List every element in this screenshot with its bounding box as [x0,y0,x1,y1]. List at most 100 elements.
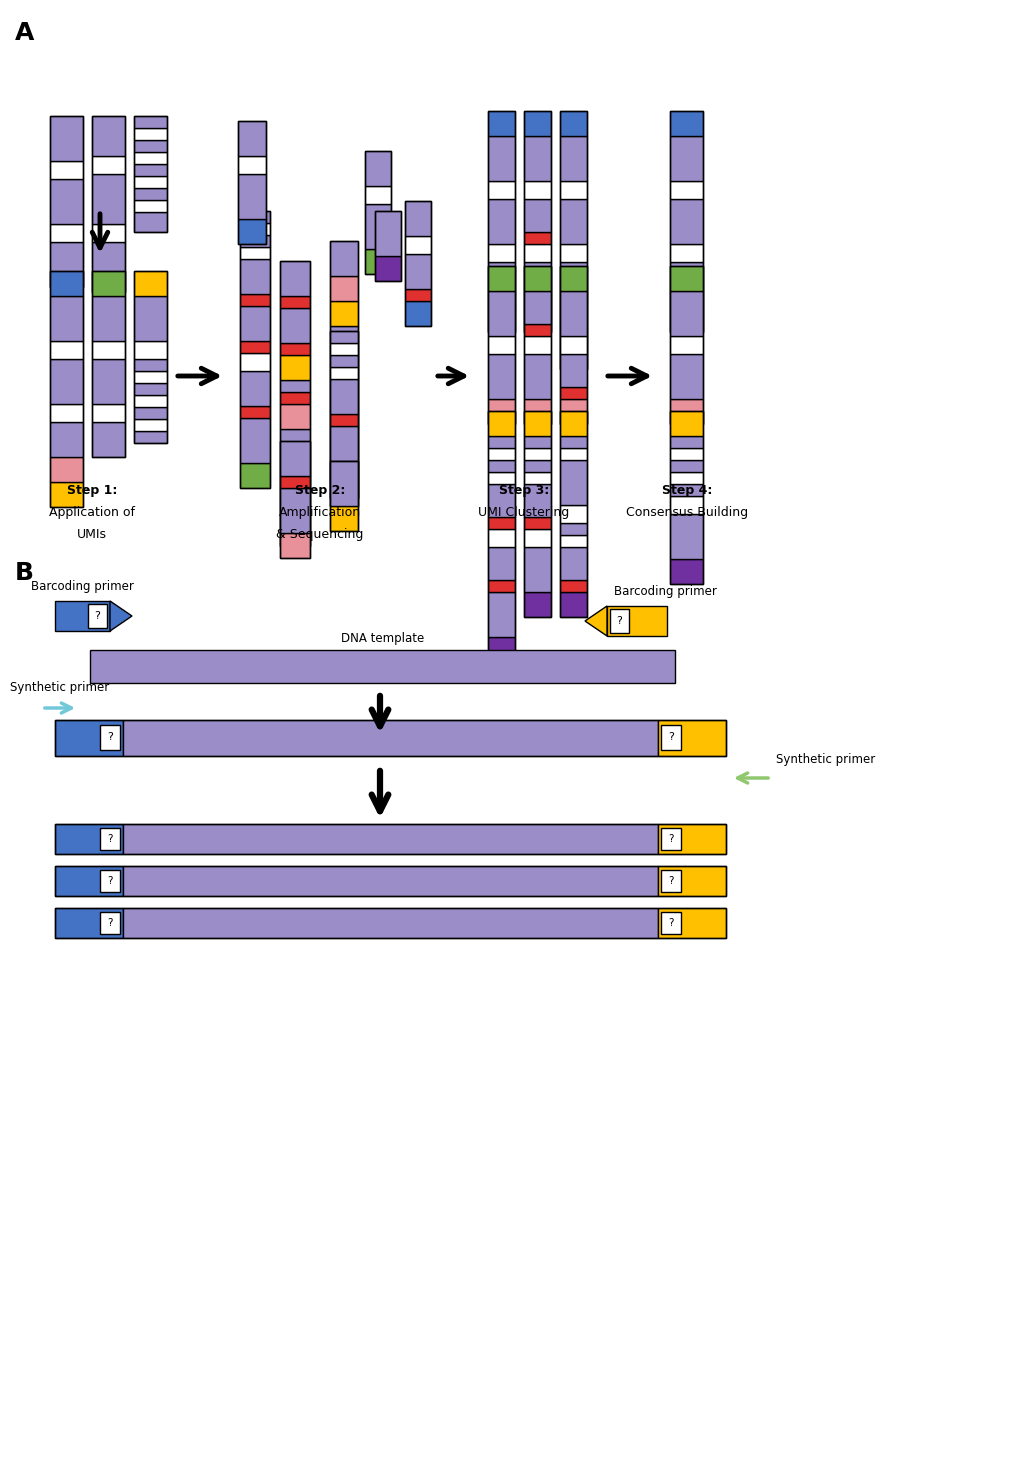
FancyBboxPatch shape [487,136,515,180]
FancyBboxPatch shape [330,427,358,460]
FancyBboxPatch shape [660,869,681,891]
FancyBboxPatch shape [669,484,702,496]
Text: A: A [15,21,35,45]
FancyBboxPatch shape [487,517,515,529]
FancyBboxPatch shape [365,204,390,249]
FancyBboxPatch shape [524,136,550,180]
FancyBboxPatch shape [559,243,586,262]
Text: Step 1:: Step 1: [67,484,117,497]
FancyBboxPatch shape [487,484,515,517]
FancyBboxPatch shape [133,199,167,213]
FancyBboxPatch shape [609,608,629,633]
FancyBboxPatch shape [133,342,167,359]
FancyBboxPatch shape [669,336,702,353]
FancyBboxPatch shape [239,306,270,342]
FancyBboxPatch shape [487,547,515,581]
FancyBboxPatch shape [487,336,515,353]
FancyBboxPatch shape [280,261,310,296]
FancyBboxPatch shape [559,265,586,290]
FancyBboxPatch shape [133,359,167,371]
FancyBboxPatch shape [133,296,167,342]
FancyBboxPatch shape [487,592,515,638]
Text: Synthetic primer: Synthetic primer [775,754,874,767]
FancyBboxPatch shape [487,262,515,306]
FancyBboxPatch shape [487,306,515,331]
FancyBboxPatch shape [487,290,515,336]
FancyBboxPatch shape [524,353,550,399]
FancyBboxPatch shape [280,430,310,465]
Text: Step 2:: Step 2: [294,484,344,497]
Text: Step 4:: Step 4: [661,484,711,497]
FancyBboxPatch shape [669,449,702,460]
FancyBboxPatch shape [559,504,586,523]
FancyBboxPatch shape [559,136,586,180]
FancyBboxPatch shape [524,180,550,199]
FancyBboxPatch shape [100,912,120,934]
FancyBboxPatch shape [55,824,123,855]
FancyBboxPatch shape [50,296,83,342]
FancyBboxPatch shape [237,218,266,243]
FancyBboxPatch shape [100,869,120,891]
FancyBboxPatch shape [92,224,125,242]
FancyBboxPatch shape [524,460,550,472]
FancyBboxPatch shape [330,325,358,371]
FancyBboxPatch shape [330,343,358,355]
FancyBboxPatch shape [669,180,702,199]
FancyBboxPatch shape [92,174,125,224]
FancyBboxPatch shape [669,111,702,136]
FancyBboxPatch shape [239,406,270,418]
FancyBboxPatch shape [55,720,123,756]
FancyBboxPatch shape [524,243,550,262]
FancyBboxPatch shape [133,394,167,408]
FancyBboxPatch shape [365,151,390,186]
FancyBboxPatch shape [330,460,358,474]
FancyBboxPatch shape [669,410,702,435]
FancyBboxPatch shape [487,529,515,547]
FancyBboxPatch shape [487,111,515,136]
Text: Application of: Application of [49,506,135,519]
FancyBboxPatch shape [524,547,550,592]
FancyBboxPatch shape [133,188,167,199]
Polygon shape [110,601,131,630]
FancyBboxPatch shape [524,232,550,243]
FancyBboxPatch shape [237,174,266,218]
FancyBboxPatch shape [559,345,586,369]
FancyBboxPatch shape [133,176,167,188]
FancyBboxPatch shape [92,116,125,155]
FancyBboxPatch shape [559,287,586,299]
FancyBboxPatch shape [559,410,586,435]
FancyBboxPatch shape [92,359,125,405]
FancyBboxPatch shape [330,481,358,506]
FancyBboxPatch shape [487,180,515,199]
FancyBboxPatch shape [657,866,726,896]
Polygon shape [585,605,606,636]
FancyBboxPatch shape [133,271,167,296]
FancyBboxPatch shape [487,638,515,663]
FancyBboxPatch shape [133,383,167,394]
FancyBboxPatch shape [50,242,83,287]
FancyBboxPatch shape [280,534,310,559]
FancyBboxPatch shape [559,535,586,547]
FancyBboxPatch shape [524,472,550,484]
FancyBboxPatch shape [123,824,657,855]
FancyBboxPatch shape [669,199,702,243]
FancyBboxPatch shape [280,476,310,488]
FancyBboxPatch shape [280,441,310,476]
FancyBboxPatch shape [133,419,167,431]
FancyBboxPatch shape [280,520,310,545]
FancyBboxPatch shape [280,355,310,380]
FancyBboxPatch shape [657,824,726,855]
FancyBboxPatch shape [405,301,431,325]
FancyBboxPatch shape [50,457,83,482]
FancyBboxPatch shape [133,213,167,232]
Text: B: B [15,561,34,585]
FancyBboxPatch shape [660,828,681,850]
FancyBboxPatch shape [524,111,550,136]
Text: ?: ? [667,733,674,742]
FancyBboxPatch shape [50,116,83,161]
Text: ?: ? [107,877,113,885]
FancyBboxPatch shape [524,529,550,547]
FancyBboxPatch shape [669,353,702,399]
FancyBboxPatch shape [92,296,125,342]
FancyBboxPatch shape [237,122,266,155]
